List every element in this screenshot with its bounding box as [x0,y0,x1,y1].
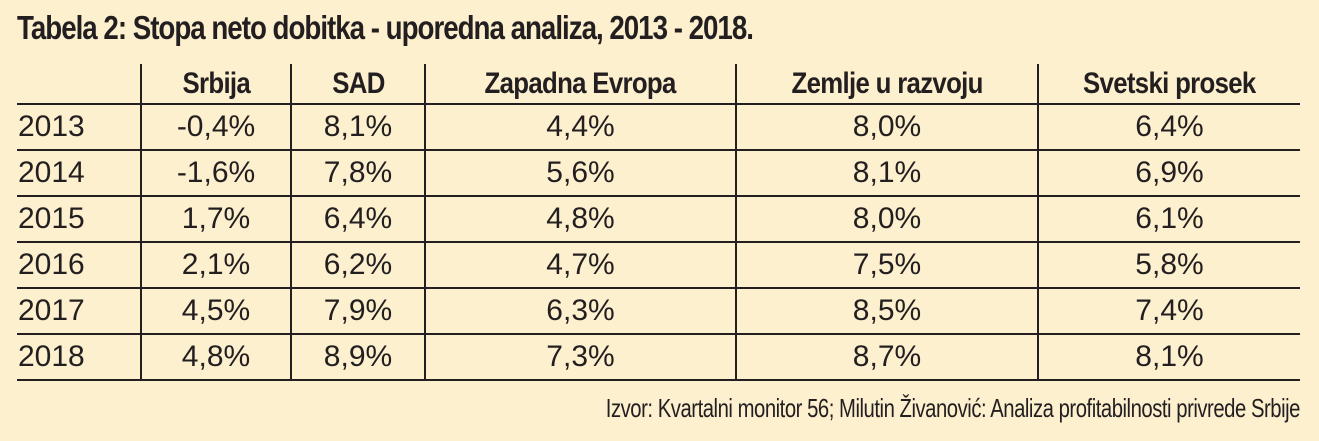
cell-svetski-prosek: 6,4% [1037,104,1300,151]
cell-zemlje-u-razvoju: 8,7% [735,334,1038,381]
column-header-zemlje-u-razvoju: Zemlje u razvoju [735,64,1038,105]
cell-sad: 8,1% [290,104,425,151]
cell-srbija: -0,4% [140,104,291,151]
cell-svetski-prosek: 6,1% [1037,196,1300,243]
row-year: 2014 [17,150,141,197]
cell-zemlje-u-razvoju: 8,1% [735,150,1038,197]
cell-srbija: 4,8% [140,334,291,381]
cell-sad: 6,4% [290,196,425,243]
table-title: Tabela 2: Stopa neto dobitka - uporedna … [17,9,754,46]
header-row: Srbija SAD Zapadna Evropa Zemlje u razvo… [17,64,1300,105]
column-header-zapadna-evropa: Zapadna Evropa [424,64,736,105]
cell-zemlje-u-razvoju: 7,5% [735,242,1038,289]
row-year: 2018 [17,334,141,381]
cell-zapadna-evropa: 4,4% [424,104,736,151]
cell-zapadna-evropa: 6,3% [424,288,736,335]
table-row: 2018 4,8% 8,9% 7,3% 8,7% 8,1% [17,334,1300,381]
cell-svetski-prosek: 7,4% [1037,288,1300,335]
cell-svetski-prosek: 5,8% [1037,242,1300,289]
cell-zapadna-evropa: 7,3% [424,334,736,381]
table-row: 2014 -1,6% 7,8% 5,6% 8,1% 6,9% [17,150,1300,197]
column-header-year [17,64,141,105]
cell-svetski-prosek: 8,1% [1037,334,1300,381]
cell-srbija: 4,5% [140,288,291,335]
cell-zapadna-evropa: 5,6% [424,150,736,197]
table-row: 2015 1,7% 6,4% 4,8% 8,0% 6,1% [17,196,1300,243]
cell-zemlje-u-razvoju: 8,0% [735,196,1038,243]
net-profit-rate-table: Srbija SAD Zapadna Evropa Zemlje u razvo… [17,64,1300,381]
cell-svetski-prosek: 6,9% [1037,150,1300,197]
cell-sad: 7,9% [290,288,425,335]
row-year: 2016 [17,242,141,289]
column-header-srbija: Srbija [140,64,291,105]
cell-sad: 7,8% [290,150,425,197]
cell-srbija: 2,1% [140,242,291,289]
table-row: 2013 -0,4% 8,1% 4,4% 8,0% 6,4% [17,104,1300,151]
cell-zemlje-u-razvoju: 8,0% [735,104,1038,151]
table-row: 2017 4,5% 7,9% 6,3% 8,5% 7,4% [17,288,1300,335]
cell-zapadna-evropa: 4,7% [424,242,736,289]
source-note: Izvor: Kvartalni monitor 56; Milutin Živ… [605,393,1301,423]
row-year: 2015 [17,196,141,243]
cell-sad: 6,2% [290,242,425,289]
table-row: 2016 2,1% 6,2% 4,7% 7,5% 5,8% [17,242,1300,289]
cell-zapadna-evropa: 4,8% [424,196,736,243]
cell-sad: 8,9% [290,334,425,381]
row-year: 2017 [17,288,141,335]
column-header-svetski-prosek: Svetski prosek [1037,64,1300,105]
cell-srbija: 1,7% [140,196,291,243]
cell-zemlje-u-razvoju: 8,5% [735,288,1038,335]
cell-srbija: -1,6% [140,150,291,197]
column-header-sad: SAD [290,64,425,105]
row-year: 2013 [17,104,141,151]
